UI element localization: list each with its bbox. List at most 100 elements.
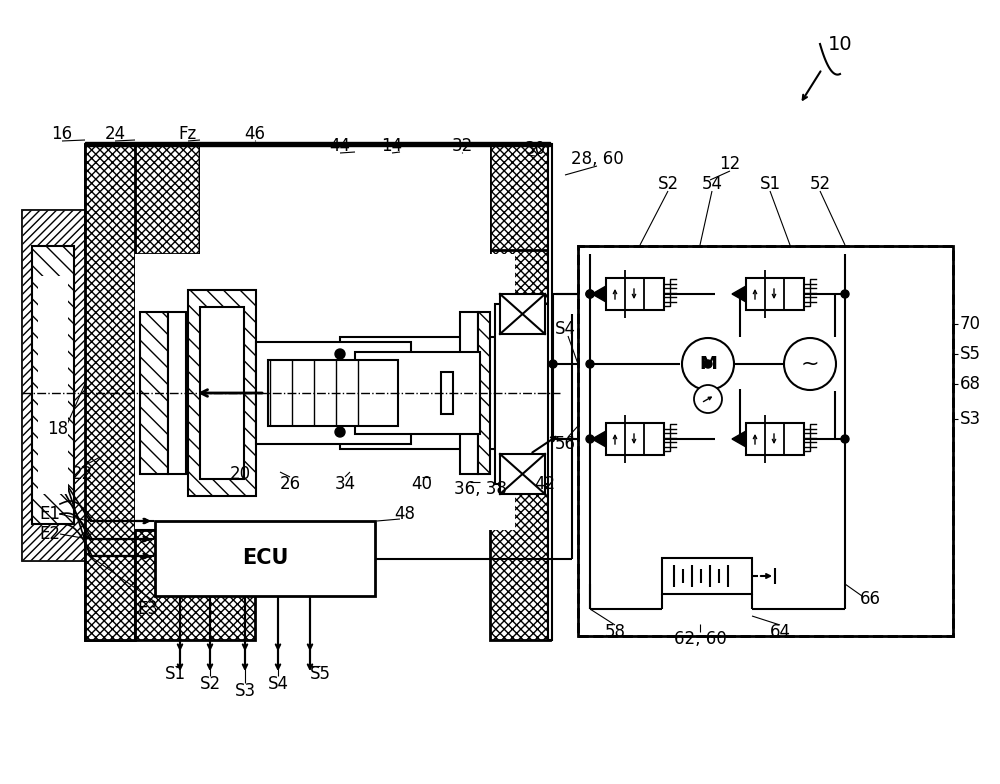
Circle shape [694,385,722,413]
Text: 56: 56 [554,435,576,453]
Text: 16: 16 [51,125,73,143]
Bar [578,246,953,636]
Bar [200,307,244,479]
Bar [155,521,375,596]
Text: S2: S2 [199,675,221,693]
Polygon shape [200,144,550,254]
Circle shape [704,360,712,368]
Text: S3: S3 [960,410,981,428]
Bar [340,337,495,449]
Text: 64: 64 [770,623,790,641]
Bar [85,144,135,640]
Bar [85,142,550,146]
Text: 42: 42 [534,475,556,493]
Bar [22,210,85,560]
Text: 40: 40 [412,475,432,493]
Text: 52: 52 [809,175,831,193]
Text: 30: 30 [524,140,546,158]
Text: 46: 46 [244,125,266,143]
Bar [85,144,515,254]
Bar [746,278,804,310]
Circle shape [335,349,345,359]
Text: 70: 70 [960,315,981,333]
Bar [268,360,398,426]
Text: 66: 66 [860,590,881,608]
Text: 18: 18 [47,420,69,438]
Text: S1: S1 [164,665,186,683]
Bar [441,372,453,414]
Text: 44: 44 [330,137,351,155]
Bar [495,304,550,484]
Bar [256,342,411,444]
Bar [85,530,255,640]
Bar [578,246,953,636]
Text: M: M [699,355,717,373]
Bar [606,278,664,310]
Bar [135,254,515,530]
Text: E3: E3 [138,600,158,618]
Text: 24: 24 [104,125,126,143]
Circle shape [586,435,594,443]
Text: S4: S4 [268,675,288,693]
Circle shape [586,290,594,298]
Bar [500,454,545,494]
Bar [38,276,68,494]
Text: 32: 32 [451,137,473,155]
Bar [200,144,490,254]
Text: 20: 20 [229,465,251,483]
Circle shape [841,435,849,443]
Text: 54: 54 [702,175,722,193]
Bar [548,144,552,640]
Polygon shape [592,286,606,302]
Text: 22: 22 [71,465,93,483]
Text: S2: S2 [657,175,679,193]
Text: ECU: ECU [242,549,288,568]
Text: S5: S5 [960,345,981,363]
Bar [490,144,550,254]
Text: 62, 60: 62, 60 [674,630,726,648]
Bar [32,246,74,524]
Bar [22,210,85,560]
Circle shape [586,360,594,368]
Bar [411,360,441,426]
Bar [580,248,951,634]
Text: Fz: Fz [179,125,197,143]
Text: 26: 26 [279,475,301,493]
Text: 14: 14 [381,137,403,155]
Bar [140,312,168,474]
Text: ~: ~ [801,354,819,374]
Text: 12: 12 [719,155,741,173]
Polygon shape [732,431,746,447]
Circle shape [682,338,734,390]
Bar [500,294,545,334]
Text: E1: E1 [40,505,60,523]
Polygon shape [732,286,746,302]
Text: S3: S3 [234,682,256,700]
Text: 68: 68 [960,375,981,393]
Circle shape [586,290,594,298]
Text: S4: S4 [554,320,576,338]
Bar [490,250,550,640]
Text: 48: 48 [394,505,416,523]
Text: 34: 34 [334,475,356,493]
Text: 58: 58 [604,623,626,641]
Bar [460,312,478,474]
Bar [188,290,256,496]
Bar [606,423,664,455]
Circle shape [784,338,836,390]
Bar [355,352,480,434]
Bar [662,558,752,594]
Text: S1: S1 [759,175,781,193]
Text: 10: 10 [828,34,852,53]
Text: 28, 60: 28, 60 [571,150,623,168]
Bar [168,312,186,474]
Bar [478,312,490,474]
Text: S5: S5 [310,665,330,683]
Text: 36, 38: 36, 38 [454,480,506,498]
Circle shape [549,360,557,368]
Polygon shape [592,431,606,447]
Text: E2: E2 [40,525,60,543]
Bar [746,423,804,455]
Circle shape [335,427,345,437]
Circle shape [841,290,849,298]
